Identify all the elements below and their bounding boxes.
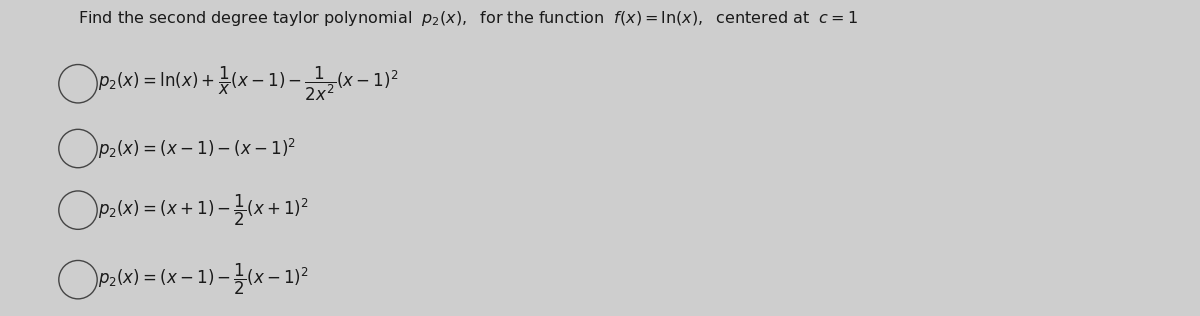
Text: Find the second degree taylor polynomial  $p_2(x),$  for the function  $f(x) = \: Find the second degree taylor polynomial…	[78, 9, 858, 28]
Text: $p_2(x) = \ln(x) + \dfrac{1}{x}(x-1) - \dfrac{1}{2x^2}(x-1)^2$: $p_2(x) = \ln(x) + \dfrac{1}{x}(x-1) - \…	[98, 64, 398, 103]
Text: $p_2(x) = (x+1) - \dfrac{1}{2}(x+1)^2$: $p_2(x) = (x+1) - \dfrac{1}{2}(x+1)^2$	[98, 192, 310, 228]
Text: $p_2(x) = (x-1) - \dfrac{1}{2}(x-1)^2$: $p_2(x) = (x-1) - \dfrac{1}{2}(x-1)^2$	[98, 262, 310, 297]
Text: $p_2(x) = (x-1) - (x-1)^2$: $p_2(x) = (x-1) - (x-1)^2$	[98, 137, 296, 161]
